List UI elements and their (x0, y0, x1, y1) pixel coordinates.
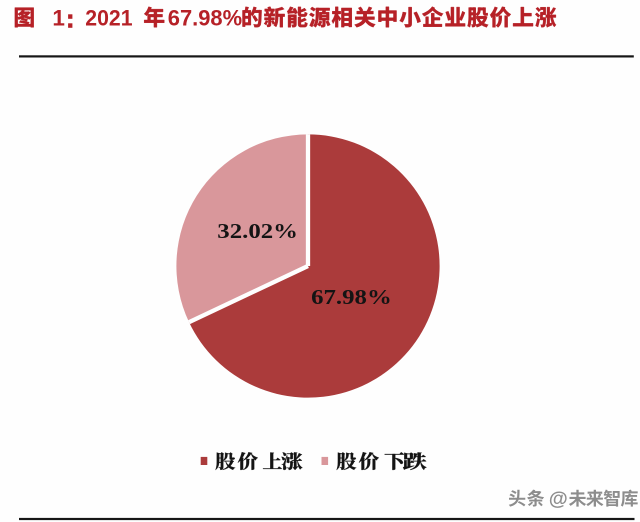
svg-text:32.02%: 32.02% (217, 219, 298, 243)
svg-text:2021: 2021 (85, 6, 132, 31)
svg-text:1: 1 (52, 6, 65, 31)
svg-text:@: @ (549, 488, 568, 510)
svg-text:67.98%: 67.98% (168, 6, 242, 31)
svg-text:67.98%: 67.98% (311, 285, 392, 309)
